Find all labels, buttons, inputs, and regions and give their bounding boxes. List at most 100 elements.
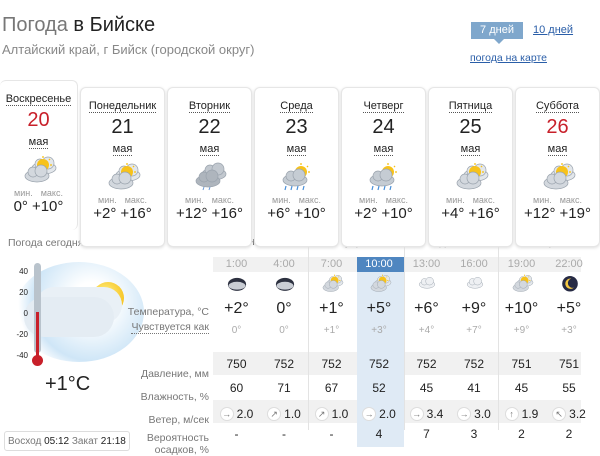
tab-7-days[interactable]: 7 дней [471, 22, 523, 44]
max-label: макс. [211, 195, 234, 205]
day-card[interactable]: Воскресенье 20 мая мин. макс. 0° +10° [0, 80, 78, 230]
row-label-wind: Ветер, м/сек [148, 414, 209, 426]
hour-pressure: 751 [558, 357, 580, 371]
hour-feels: +9° [513, 325, 530, 336]
cloudy-night-icon [275, 277, 294, 291]
tab-10-days[interactable]: 10 дней [533, 24, 574, 36]
hour-humidity: 45 [514, 381, 529, 395]
max-temp: +16° [120, 205, 152, 222]
day-card[interactable]: Четверг 24 мая мин. макс. +2° +10° [341, 87, 426, 247]
partly-cloudy-rain-icon [369, 163, 397, 191]
wind-speed: 2.0 [379, 407, 396, 421]
wind-direction-icon: ↖ [552, 407, 567, 421]
day-month: мая [547, 143, 568, 156]
thermometer-icon [34, 263, 41, 353]
day-card[interactable]: Понедельник 21 мая мин. макс. +2° +16° [80, 87, 165, 247]
weather-map-link[interactable]: погода на карте [470, 52, 547, 64]
thermometer-scale-label: 20 [19, 288, 28, 297]
row-label-humidity: Влажность, % [140, 391, 209, 403]
max-temp: +16° [211, 205, 243, 222]
wind-value: → 2.0 [219, 407, 254, 421]
sunrise-label: Восход [8, 436, 42, 447]
hour-humidity: 71 [277, 381, 291, 395]
day-card[interactable]: Суббота 26 мая мин. макс. +12° +19° [515, 87, 600, 247]
weather-icon [277, 162, 317, 192]
hour-time: 4:00 [273, 258, 295, 270]
partly-cloudy-icon [24, 156, 56, 183]
hour-wind: → 2.0 [356, 404, 403, 422]
wind-speed: 2.0 [236, 407, 254, 421]
hour-feels: +1° [323, 325, 340, 336]
day-name[interactable]: Суббота [535, 100, 580, 113]
min-label: мин. [359, 195, 378, 205]
min-label: мин. [14, 188, 33, 198]
day-name[interactable]: Среда [280, 100, 313, 113]
hour-time: 1:00 [225, 258, 248, 270]
min-max-temps: +12° +16° [168, 205, 251, 222]
max-label: макс. [385, 195, 408, 205]
sun-times: Восход 05:12 Закат 21:18 [4, 431, 130, 451]
day-name[interactable]: Воскресенье [5, 93, 72, 106]
hour-wind: → 3.0 [451, 404, 498, 422]
min-label: мин. [185, 195, 204, 205]
hour-weather-icon [367, 274, 392, 299]
hour-pressure: 752 [416, 357, 437, 371]
hour-humidity: 52 [372, 381, 386, 395]
period-divider [308, 230, 309, 430]
min-max-temps: +4° +16° [429, 205, 512, 222]
sunrise-time: 05:12 [44, 436, 70, 447]
min-label: мин. [98, 195, 117, 205]
wind-speed: 3.0 [474, 407, 491, 421]
wind-direction-icon: → [457, 407, 472, 421]
partly-cloudy-icon [322, 274, 344, 292]
day-card[interactable]: Пятница 25 мая мин. макс. +4° +16° [428, 87, 513, 247]
hour-precip: 2 [518, 427, 525, 441]
current-hour-marker [357, 257, 404, 272]
wind-value: → 3.0 [457, 407, 491, 421]
thermometer-scale-label: 0 [23, 309, 28, 318]
wind-value: → 2.0 [362, 407, 396, 421]
min-label: мин. [533, 195, 552, 205]
page-title: Погода в Бийске [2, 14, 156, 36]
hour-temp: +1° [319, 300, 344, 317]
wind-direction-icon: ↗ [267, 407, 282, 421]
hour-time: 13:00 [412, 258, 441, 270]
wind-speed: 1.9 [521, 407, 539, 421]
day-card[interactable]: Среда 23 мая мин. макс. +6° +10° [254, 87, 339, 247]
hour-time: 10:00 [365, 258, 393, 270]
wind-direction-icon: ↗ [314, 407, 329, 421]
weather-icon [19, 155, 59, 185]
min-temp: +6° [267, 205, 291, 222]
partly-cloudy-rain-icon [282, 163, 310, 191]
hour-weather-icon [509, 274, 534, 299]
hour-temp: +6° [414, 300, 439, 317]
row-label-feels[interactable]: Чувствуется как [131, 321, 209, 334]
day-name[interactable]: Понедельник [88, 100, 157, 113]
hour-time: 22:00 [555, 258, 583, 270]
min-max-labels: мин. макс. [0, 188, 77, 198]
weather-icon [190, 162, 230, 192]
max-label: макс. [40, 188, 63, 198]
max-label: макс. [559, 195, 582, 205]
hour-temp: +5° [366, 300, 392, 317]
hour-feels: +3° [561, 325, 577, 336]
row-label-pressure: Давление, мм [140, 368, 209, 380]
partly-cloudy-icon [543, 163, 575, 190]
day-number: 26 [546, 116, 569, 138]
day-card[interactable]: Вторник 22 мая мин. макс. +12° +16° [167, 87, 252, 247]
cloudy-rain-icon [195, 162, 226, 191]
hour-pressure: 751 [511, 357, 532, 371]
wind-direction-icon: → [219, 407, 234, 421]
day-name[interactable]: Вторник [188, 100, 231, 113]
thermometer-scale-label: -20 [16, 330, 28, 339]
thermometer-bulb [32, 355, 43, 366]
day-name[interactable]: Четверг [363, 100, 404, 113]
min-temp: +2° [93, 205, 117, 222]
day-name[interactable]: Пятница [448, 100, 493, 113]
cloudy-night-icon [227, 277, 247, 291]
hour-feels: 0° [279, 325, 289, 336]
wind-value: ↗ 1.0 [314, 407, 348, 421]
hour-weather-icon [272, 274, 297, 299]
sunset-time: 21:18 [100, 436, 126, 447]
max-label: макс. [472, 195, 495, 205]
